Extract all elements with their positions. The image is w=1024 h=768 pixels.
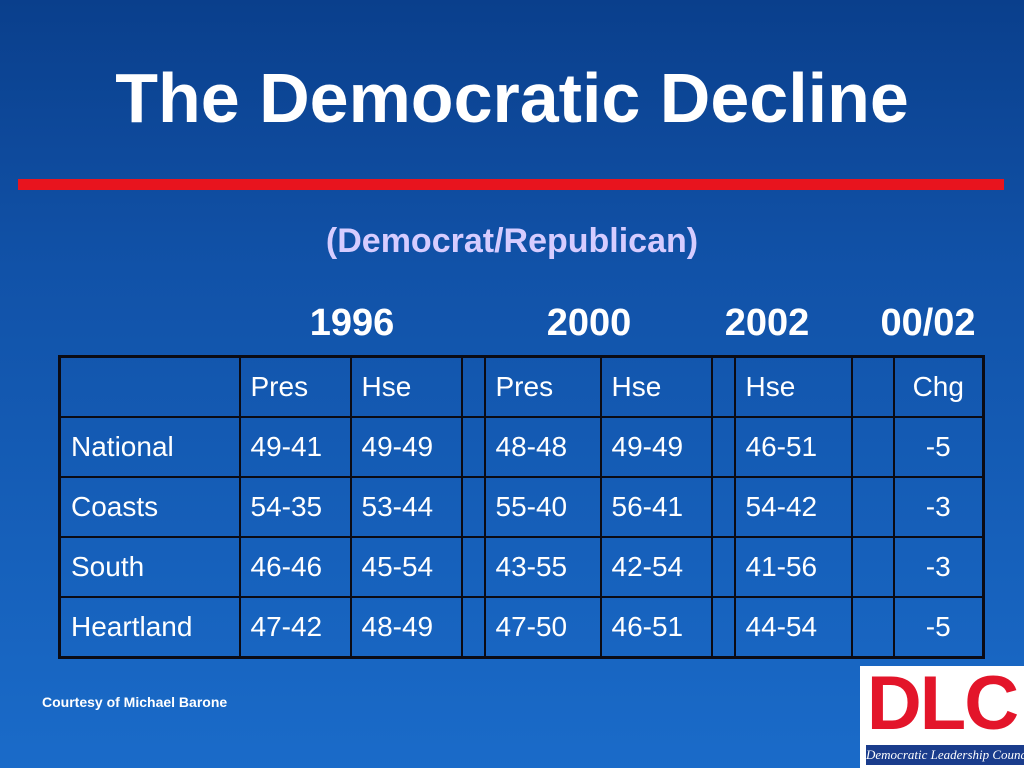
year-label-change: 00/02: [880, 302, 976, 344]
table-cell: [710, 536, 736, 598]
results-table: Pres Hse Pres Hse Hse Chg National 49-41…: [58, 355, 985, 659]
table-cell: 55-40: [483, 476, 602, 538]
table-header-row: Pres Hse Pres Hse Hse Chg: [58, 355, 985, 418]
table-cell: [850, 416, 895, 478]
header-cell: Chg: [892, 355, 985, 418]
logo-letters: DLC: [866, 661, 1019, 746]
region-cell: South: [58, 536, 241, 598]
table-cell: 42-54: [599, 536, 713, 598]
table-cell: 53-44: [349, 476, 463, 538]
logo-organization-name: Democratic Leadership Council: [866, 745, 1024, 765]
table-cell: 54-42: [733, 476, 853, 538]
table-cell: [850, 596, 895, 659]
table-row: South 46-46 45-54 43-55 42-54 41-56 -3: [58, 536, 985, 598]
table-cell: 48-48: [483, 416, 602, 478]
header-cell: Pres: [483, 355, 602, 418]
table-cell: [460, 596, 486, 659]
title-divider: [18, 179, 1004, 190]
table-cell: [710, 596, 736, 659]
table-cell: [460, 416, 486, 478]
header-cell: [850, 355, 895, 418]
table-cell: 44-54: [733, 596, 853, 659]
header-cell: Hse: [733, 355, 853, 418]
courtesy-note: Courtesy of Michael Barone: [42, 694, 228, 710]
table-cell: 43-55: [483, 536, 602, 598]
table-cell: 54-35: [238, 476, 352, 538]
header-cell: Hse: [349, 355, 463, 418]
table-cell: 45-54: [349, 536, 463, 598]
header-cell: Pres: [238, 355, 352, 418]
table-cell: 49-49: [349, 416, 463, 478]
year-label-2000: 2000: [546, 302, 632, 344]
region-cell: Coasts: [58, 476, 241, 538]
table-cell: [850, 476, 895, 538]
table-cell: [460, 536, 486, 598]
header-cell: Hse: [599, 355, 713, 418]
change-cell: -5: [892, 596, 985, 659]
change-cell: -5: [892, 416, 985, 478]
table-cell: 46-51: [733, 416, 853, 478]
table-cell: 49-49: [599, 416, 713, 478]
table-row: Heartland 47-42 48-49 47-50 46-51 44-54 …: [58, 596, 985, 659]
table-cell: 48-49: [349, 596, 463, 659]
region-cell: National: [58, 416, 241, 478]
dlc-logo: DLC Democratic Leadership Council: [860, 666, 1024, 768]
table-cell: [850, 536, 895, 598]
table-cell: 47-50: [483, 596, 602, 659]
header-cell: [58, 355, 241, 418]
table-cell: 41-56: [733, 536, 853, 598]
region-cell: Heartland: [58, 596, 241, 659]
table-cell: 46-46: [238, 536, 352, 598]
slide-subtitle: (Democrat/Republican): [325, 222, 699, 260]
year-label-1996: 1996: [309, 302, 395, 344]
change-cell: -3: [892, 536, 985, 598]
table-cell: [710, 476, 736, 538]
table-cell: 49-41: [238, 416, 352, 478]
slide-title: The Democratic Decline: [115, 59, 909, 137]
table-cell: 47-42: [238, 596, 352, 659]
year-label-2002: 2002: [724, 302, 810, 344]
table-row: Coasts 54-35 53-44 55-40 56-41 54-42 -3: [58, 476, 985, 538]
table-cell: 56-41: [599, 476, 713, 538]
header-cell: [710, 355, 736, 418]
table-row: National 49-41 49-49 48-48 49-49 46-51 -…: [58, 416, 985, 478]
table-cell: 46-51: [599, 596, 713, 659]
table-cell: [460, 476, 486, 538]
header-cell: [460, 355, 486, 418]
table-cell: [710, 416, 736, 478]
change-cell: -3: [892, 476, 985, 538]
